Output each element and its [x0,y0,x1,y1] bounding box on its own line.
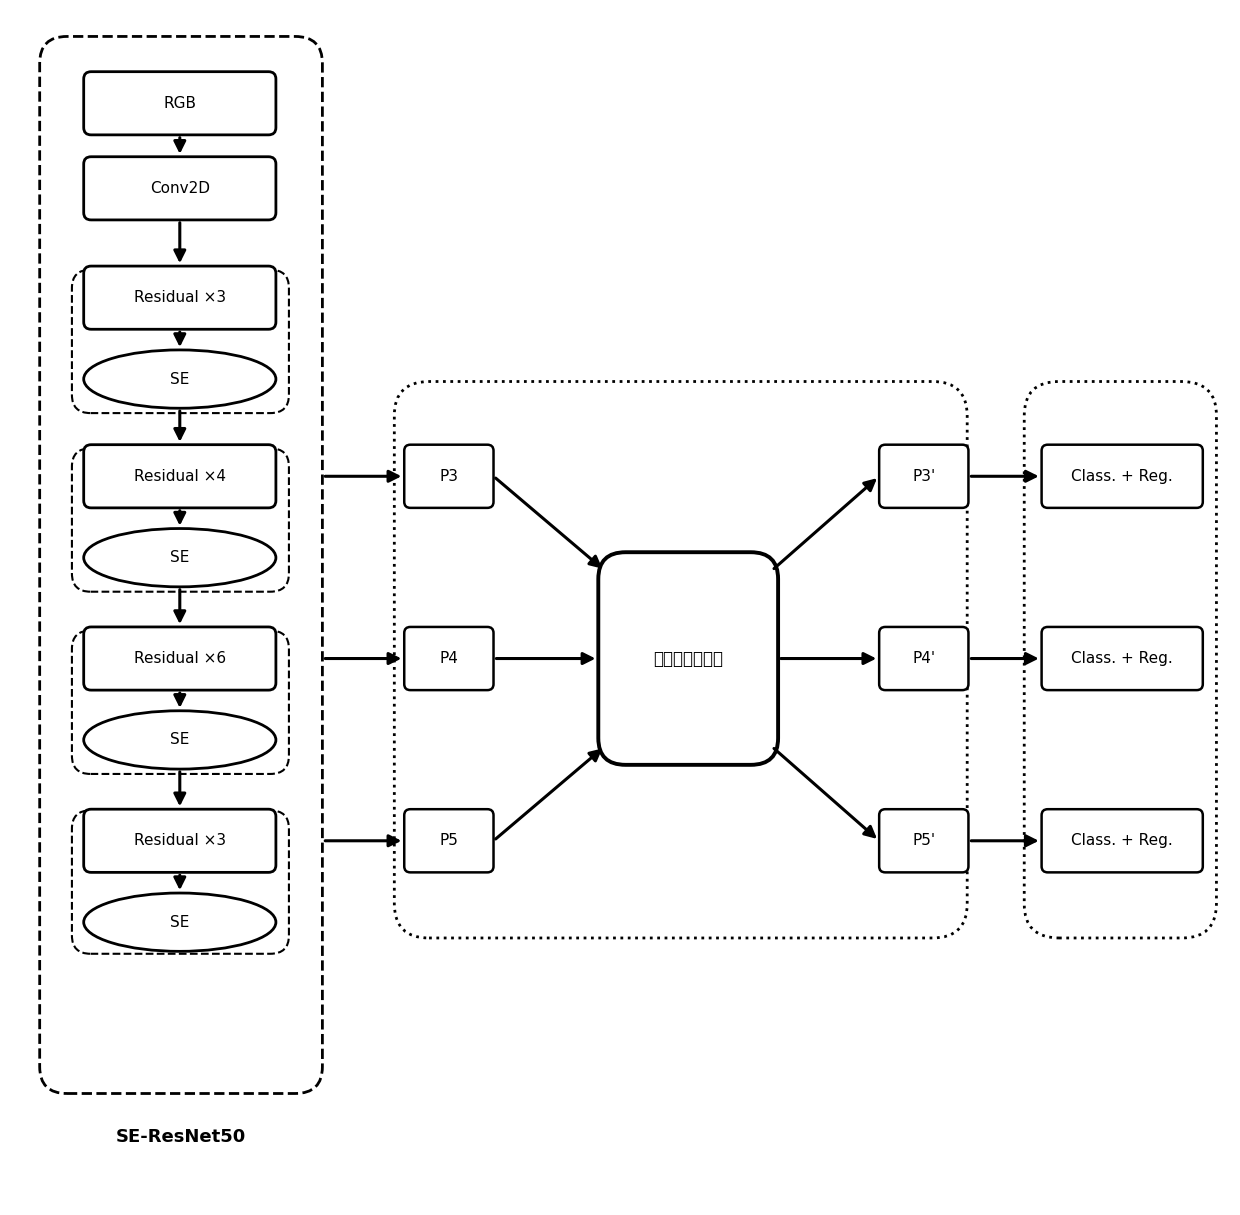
FancyBboxPatch shape [83,809,275,872]
Text: P3': P3' [913,469,935,484]
Text: P5': P5' [913,833,935,848]
Text: P3: P3 [439,469,459,484]
Text: SE-ResNet50: SE-ResNet50 [115,1128,247,1146]
FancyBboxPatch shape [879,445,968,508]
FancyBboxPatch shape [404,627,494,690]
Text: Residual ×3: Residual ×3 [134,833,226,848]
Text: P4': P4' [913,651,935,666]
Ellipse shape [83,711,275,769]
Text: Class. + Reg.: Class. + Reg. [1071,651,1173,666]
FancyBboxPatch shape [83,72,275,135]
FancyBboxPatch shape [1042,809,1203,872]
Text: Residual ×3: Residual ×3 [134,290,226,305]
FancyBboxPatch shape [83,266,275,329]
Ellipse shape [83,350,275,408]
Text: P4: P4 [439,651,459,666]
FancyBboxPatch shape [1042,627,1203,690]
Text: Class. + Reg.: Class. + Reg. [1071,833,1173,848]
Text: Residual ×4: Residual ×4 [134,469,226,484]
FancyBboxPatch shape [83,445,275,508]
Text: Class. + Reg.: Class. + Reg. [1071,469,1173,484]
FancyBboxPatch shape [83,627,275,690]
FancyBboxPatch shape [1042,445,1203,508]
FancyBboxPatch shape [83,157,275,220]
Text: SE: SE [170,733,190,747]
Text: P5: P5 [439,833,459,848]
Text: SE: SE [170,915,190,929]
FancyBboxPatch shape [404,445,494,508]
Text: SE: SE [170,550,190,565]
Text: Residual ×6: Residual ×6 [134,651,226,666]
Text: SE: SE [170,372,190,386]
Text: 平衡特征金字塔: 平衡特征金字塔 [653,650,723,667]
FancyBboxPatch shape [879,809,968,872]
Ellipse shape [83,529,275,587]
FancyBboxPatch shape [879,627,968,690]
Text: Conv2D: Conv2D [150,181,210,196]
FancyBboxPatch shape [404,809,494,872]
FancyBboxPatch shape [599,552,779,765]
Ellipse shape [83,893,275,951]
Text: RGB: RGB [164,96,196,111]
